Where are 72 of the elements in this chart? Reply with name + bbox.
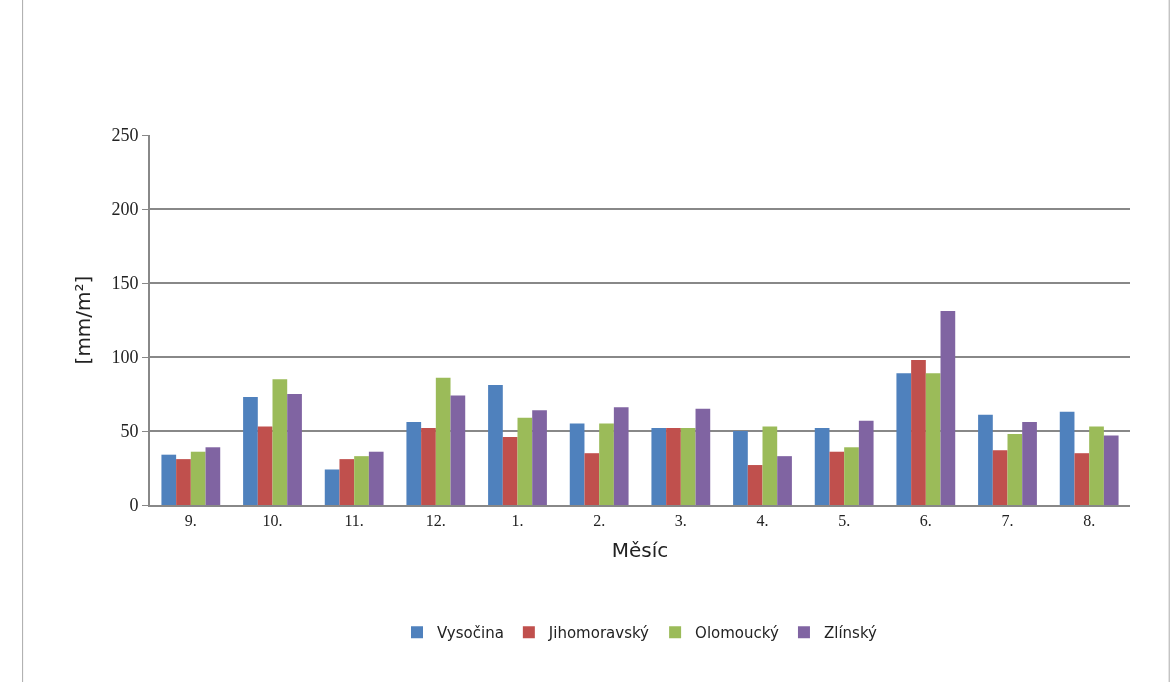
x-axis-title: Měsíc bbox=[611, 538, 669, 563]
bar bbox=[569, 423, 585, 505]
bar bbox=[1007, 433, 1023, 505]
bar bbox=[324, 469, 340, 505]
x-tick-label: 11. bbox=[344, 512, 364, 530]
bar bbox=[243, 396, 258, 505]
x-tick-label: 1. bbox=[511, 512, 524, 530]
y-tick-label: 0 bbox=[129, 495, 139, 516]
bar bbox=[517, 417, 533, 505]
bar bbox=[844, 447, 859, 505]
legend-label: Olomoucký bbox=[695, 624, 779, 643]
bar bbox=[532, 410, 547, 505]
bar bbox=[762, 426, 778, 505]
bar bbox=[911, 359, 926, 505]
bar bbox=[599, 423, 614, 505]
bar bbox=[1089, 426, 1104, 505]
x-tick-label: 5. bbox=[838, 512, 851, 530]
x-tick-label: 3. bbox=[674, 512, 687, 530]
bar bbox=[190, 451, 206, 505]
bar bbox=[814, 428, 830, 505]
bar bbox=[777, 456, 792, 505]
bar bbox=[502, 436, 518, 505]
bar bbox=[666, 428, 681, 505]
x-tick-label: 10. bbox=[262, 512, 283, 530]
bar bbox=[161, 454, 177, 505]
bar bbox=[272, 379, 288, 505]
bar bbox=[450, 395, 466, 505]
y-tick-label: 200 bbox=[111, 199, 139, 220]
bar bbox=[925, 373, 941, 505]
x-tick-label: 4. bbox=[756, 512, 769, 530]
bar bbox=[992, 450, 1008, 505]
bar bbox=[680, 428, 696, 505]
bar bbox=[1074, 453, 1090, 505]
bar bbox=[354, 456, 369, 505]
legend-label: Zlínský bbox=[823, 624, 878, 643]
bar bbox=[421, 428, 436, 505]
x-tick-label: 8. bbox=[1083, 512, 1096, 530]
bar bbox=[978, 414, 993, 505]
bar bbox=[829, 451, 845, 505]
bar bbox=[733, 431, 748, 505]
x-tick-label: 6. bbox=[919, 512, 932, 530]
bar bbox=[695, 408, 711, 505]
bar bbox=[488, 385, 503, 505]
bar bbox=[1022, 422, 1037, 505]
bar bbox=[176, 459, 191, 505]
x-tick-label: 2. bbox=[593, 512, 606, 530]
bar bbox=[1059, 411, 1075, 505]
y-tick-label: 50 bbox=[120, 421, 139, 442]
bar bbox=[613, 407, 629, 505]
x-tick-label: 7. bbox=[1001, 512, 1014, 530]
bar bbox=[940, 311, 956, 505]
bar bbox=[435, 377, 451, 505]
bar bbox=[651, 428, 667, 505]
y-axis-title: [mm/m²] bbox=[71, 275, 96, 365]
y-tick-label: 250 bbox=[111, 125, 139, 146]
y-tick-label: 150 bbox=[111, 273, 139, 294]
bar bbox=[205, 447, 221, 505]
legend-label: Vysočina bbox=[437, 624, 504, 643]
bar bbox=[257, 426, 273, 505]
bar bbox=[368, 451, 384, 505]
x-tick-label: 12. bbox=[425, 512, 446, 530]
bar bbox=[584, 453, 600, 505]
x-tick-label: 9. bbox=[184, 512, 197, 530]
bar bbox=[858, 420, 874, 505]
bar bbox=[287, 394, 302, 505]
bar bbox=[747, 465, 763, 505]
bar bbox=[1103, 435, 1119, 505]
y-tick-label: 100 bbox=[111, 347, 139, 368]
bar bbox=[406, 422, 422, 505]
bar bbox=[339, 459, 355, 505]
legend-label: Jihomoravský bbox=[547, 624, 650, 643]
bar bbox=[896, 373, 912, 505]
